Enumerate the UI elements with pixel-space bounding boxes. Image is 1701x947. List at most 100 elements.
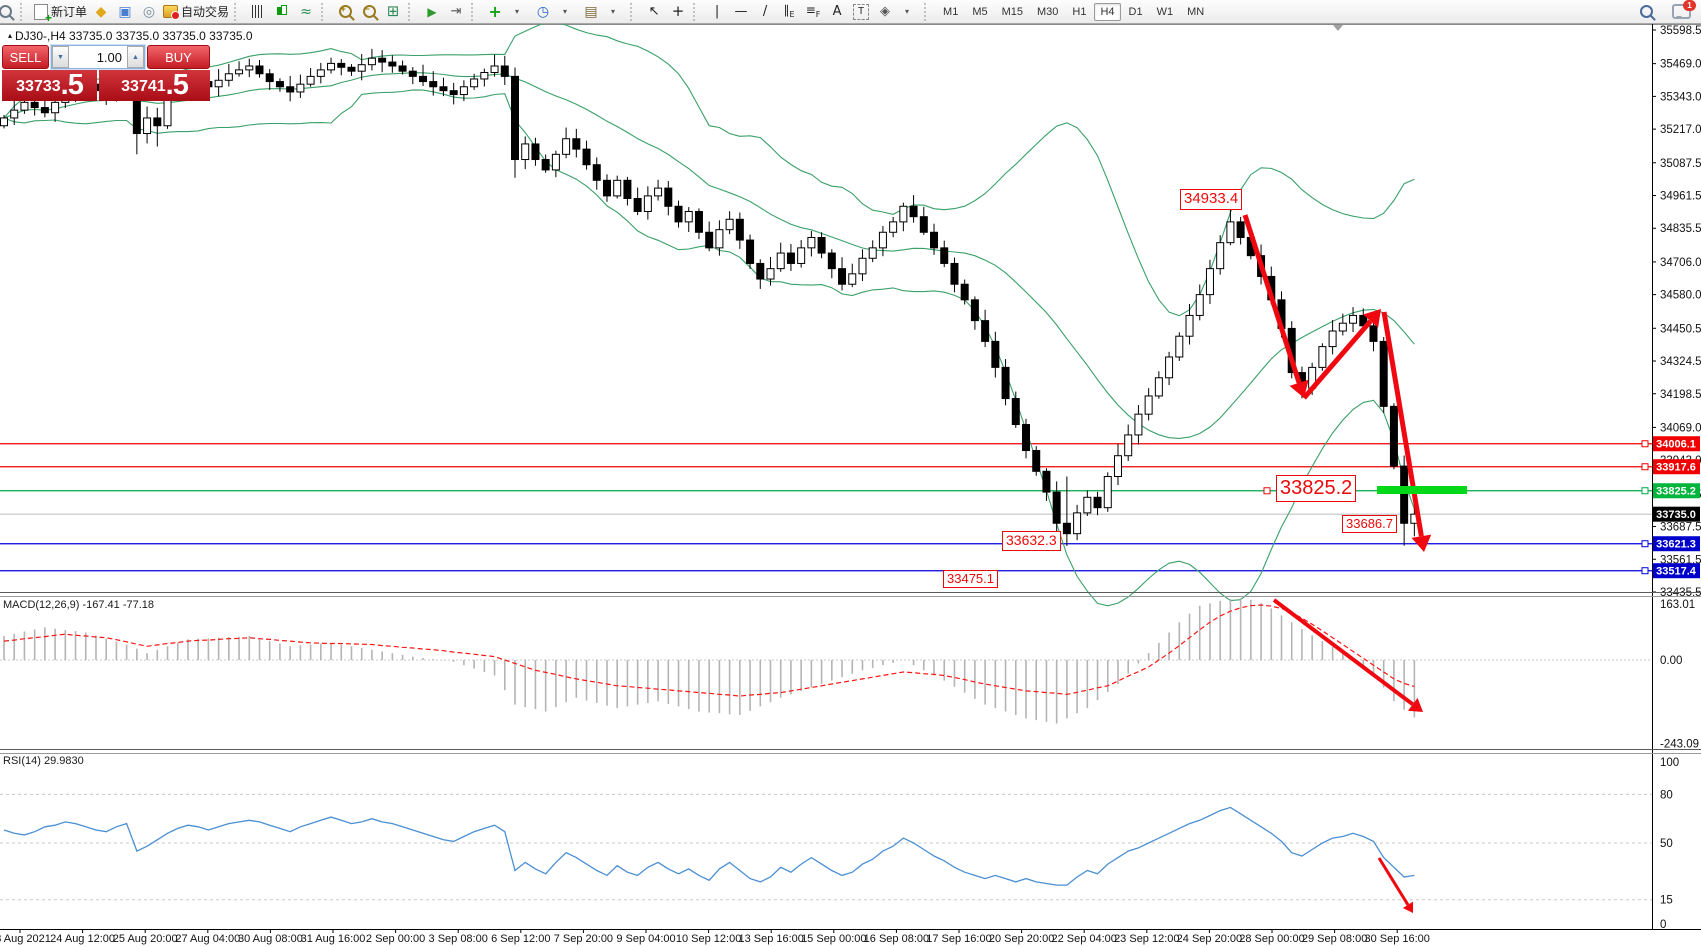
- shapes-dropdown-icon[interactable]: ▾: [905, 7, 910, 16]
- line-end-marker[interactable]: [1641, 540, 1649, 548]
- timeframe-M5[interactable]: M5: [972, 5, 988, 18]
- new-order-label: 新订单: [51, 5, 88, 19]
- auto-scroll-icon[interactable]: ▶: [427, 4, 437, 19]
- timeframe-H4[interactable]: H4: [1094, 2, 1121, 21]
- time-axis-label: 9 Sep 04:00: [616, 933, 675, 945]
- candlestick-chart-icon[interactable]: [271, 2, 293, 22]
- buy-button[interactable]: BUY: [147, 45, 210, 69]
- line-end-marker[interactable]: [1641, 440, 1649, 448]
- line-end-marker[interactable]: [1641, 567, 1649, 575]
- chart-shift-marker-icon[interactable]: [1333, 25, 1343, 31]
- candle-body: [214, 79, 223, 88]
- candle-body: [1205, 268, 1214, 296]
- timeframe-M1[interactable]: M1: [943, 5, 959, 18]
- price-annotation-33686.7[interactable]: 33686.7: [1342, 515, 1397, 534]
- bar-chart-icon[interactable]: [247, 2, 269, 22]
- new-order-icon[interactable]: + 新订单: [33, 2, 88, 24]
- indicators-dropdown-icon[interactable]: ▾: [515, 7, 520, 16]
- zoom-out-icon[interactable]: −: [358, 2, 380, 22]
- zoom-in-icon[interactable]: +: [334, 2, 356, 22]
- candle-body: [1052, 491, 1061, 524]
- candle-body: [143, 117, 152, 135]
- candle-body: [766, 268, 775, 280]
- line-chart-icon[interactable]: ≈: [300, 3, 312, 20]
- price-annotation-33825.2[interactable]: 33825.2: [1276, 475, 1357, 502]
- text-label-icon[interactable]: T: [850, 2, 872, 22]
- candle-body: [306, 75, 315, 85]
- trendline-icon[interactable]: /: [762, 4, 768, 19]
- candle-body: [1103, 476, 1112, 509]
- line-end-marker[interactable]: [1641, 463, 1649, 471]
- signal-icon[interactable]: ◎: [142, 3, 156, 20]
- candle-body: [480, 71, 489, 80]
- periods-icon[interactable]: ◷: [536, 3, 550, 20]
- volume-value[interactable]: 1.00: [96, 49, 122, 65]
- volume-decrease-button[interactable]: ▼: [52, 46, 69, 68]
- tile-windows-icon[interactable]: ⊞: [386, 2, 400, 20]
- price-tag-33825.2: [1653, 483, 1700, 499]
- timeframe-M15[interactable]: M15: [1001, 5, 1023, 18]
- candle-body: [235, 69, 244, 75]
- channel-icon[interactable]: ∥E: [783, 3, 795, 19]
- timeframe-M30[interactable]: M30: [1037, 5, 1059, 18]
- edge-partial-icon[interactable]: [0, 2, 16, 22]
- candle-body: [40, 107, 49, 114]
- templates-icon[interactable]: ▤: [584, 3, 598, 20]
- timeframe-MN[interactable]: MN: [1187, 5, 1205, 18]
- sell-price-display[interactable]: 33733.5: [2, 70, 97, 101]
- toolbar-separator: [924, 2, 932, 21]
- market-icon[interactable]: ◆: [95, 3, 107, 20]
- annotation-anchor-marker[interactable]: [1263, 487, 1271, 495]
- autotrading-icon[interactable]: 自动交易: [162, 2, 230, 22]
- text-icon[interactable]: A: [832, 4, 842, 19]
- candle-body: [1001, 366, 1010, 400]
- candle-body: [265, 73, 274, 83]
- price-tag-34006.1: [1653, 436, 1700, 452]
- candle-body: [725, 218, 734, 231]
- time-axis-label: 28 Sep 00:00: [1239, 933, 1304, 945]
- green-level-highlight[interactable]: [1377, 486, 1467, 494]
- price-annotation-33475.1[interactable]: 33475.1: [943, 570, 998, 589]
- trend-arrow-3[interactable]: [1381, 311, 1424, 537]
- time-axis-label: 13 Sep 16:00: [738, 933, 803, 945]
- shapes-icon[interactable]: ◈: [880, 4, 891, 19]
- trend-arrow-1[interactable]: [1242, 214, 1302, 384]
- search-icon[interactable]: [1635, 2, 1657, 22]
- price-annotation-34933.4[interactable]: 34933.4: [1180, 189, 1243, 210]
- time-axis-label: 20 Sep 20:00: [989, 933, 1054, 945]
- trend-arrow-4[interactable]: [1272, 598, 1414, 706]
- macd-axis-label: 163.01: [1660, 599, 1695, 611]
- price-tag-text: 33621.3: [1656, 539, 1696, 551]
- candle-body: [459, 86, 468, 96]
- indicators-icon[interactable]: +: [488, 1, 502, 21]
- fibonacci-icon[interactable]: ≡F: [805, 3, 821, 19]
- chart-title-text: DJ30-,H4 33735.0 33735.0 33735.0 33735.0: [15, 29, 253, 43]
- volume-increase-button[interactable]: ▲: [127, 46, 144, 68]
- trend-arrow-5[interactable]: [1377, 857, 1410, 906]
- sell-button[interactable]: SELL: [2, 45, 49, 69]
- chart-shift-icon[interactable]: ⇥: [450, 4, 462, 19]
- chat-icon[interactable]: 1: [1672, 0, 1696, 19]
- price-tag-33621.3: [1653, 536, 1700, 552]
- trend-arrow-2[interactable]: [1302, 319, 1373, 400]
- candle-body: [224, 73, 233, 81]
- horizontal-line-icon[interactable]: —: [734, 4, 748, 19]
- candle-body: [674, 205, 683, 223]
- candle-body: [654, 187, 663, 197]
- periods-dropdown-icon[interactable]: ▾: [563, 7, 568, 16]
- templates-dropdown-icon[interactable]: ▾: [611, 7, 616, 16]
- profile-icon[interactable]: ▣: [118, 3, 132, 20]
- timeframe-H1[interactable]: H1: [1072, 5, 1087, 18]
- timeframe-W1[interactable]: W1: [1156, 5, 1174, 18]
- macd-pane: [0, 598, 1652, 724]
- line-end-marker[interactable]: [1641, 487, 1649, 495]
- candle-body: [337, 62, 346, 68]
- price-annotation-33632.3[interactable]: 33632.3: [1002, 531, 1061, 551]
- buy-price-display[interactable]: 33741.5: [99, 70, 210, 101]
- price-tag-text: 33735.0: [1656, 509, 1696, 521]
- cursor-icon[interactable]: ↖: [648, 4, 660, 19]
- timeframe-D1[interactable]: D1: [1128, 5, 1143, 18]
- vertical-line-icon[interactable]: |: [714, 4, 720, 19]
- crosshair-icon[interactable]: +: [671, 2, 685, 20]
